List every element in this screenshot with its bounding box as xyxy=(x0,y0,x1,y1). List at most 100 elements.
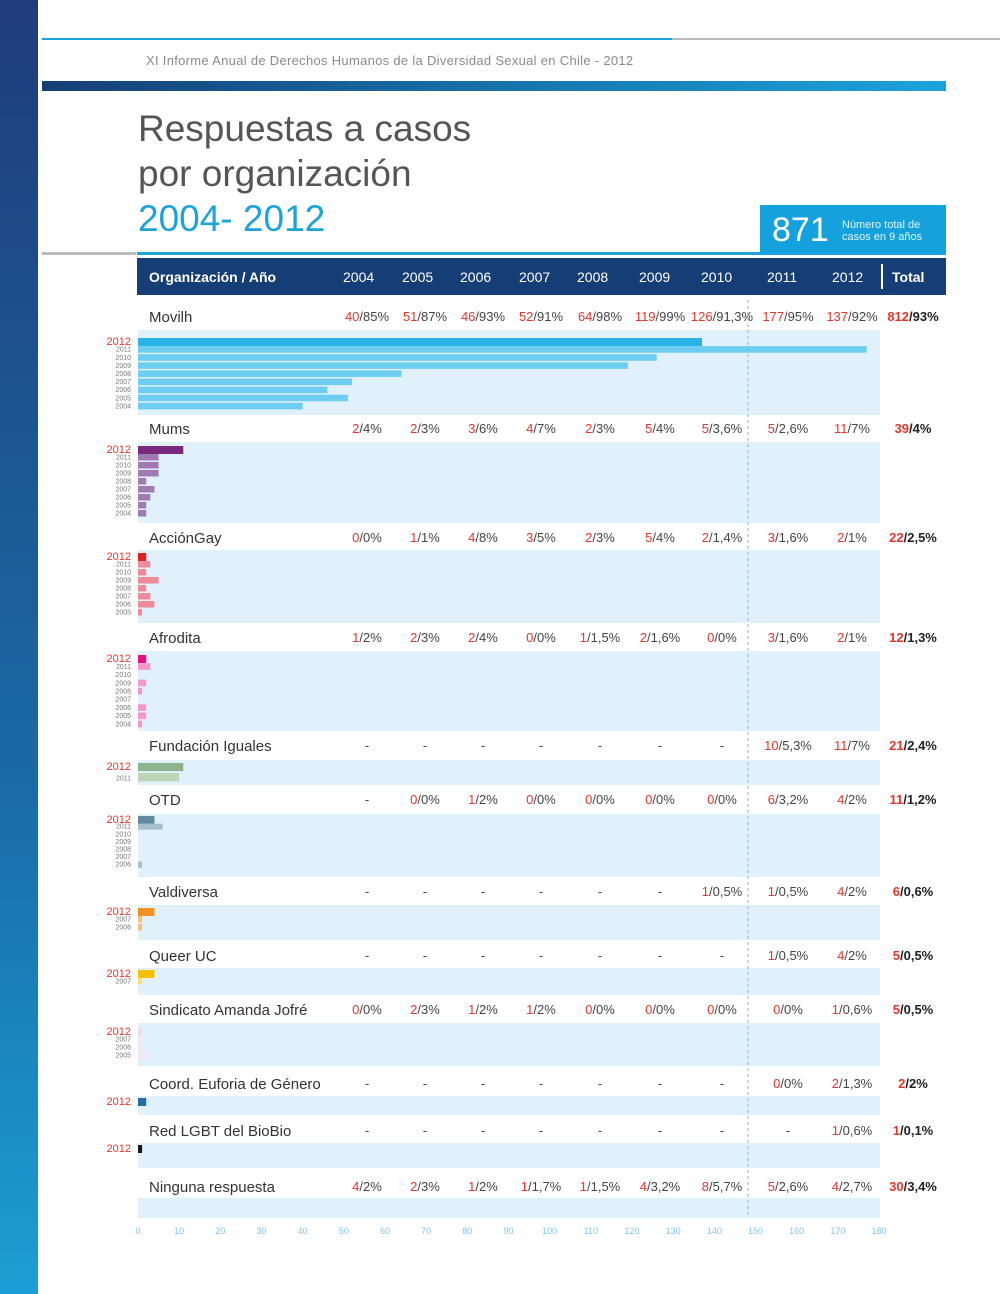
data-label: - xyxy=(423,948,427,963)
org-name: Sindicato Amanda Jofré xyxy=(149,1002,307,1019)
report-title: XI Informe Anual de Derechos Humanos de … xyxy=(146,53,634,68)
bar-2007 xyxy=(138,916,143,923)
year-label: 2011 xyxy=(116,664,131,671)
bar-2008 xyxy=(138,585,147,592)
year-label: 2005 xyxy=(115,713,131,720)
data-label: 2/3% xyxy=(410,1179,440,1194)
bar-2005 xyxy=(138,394,348,402)
year-label: 2006 xyxy=(115,705,131,712)
x-tick-label: 170 xyxy=(830,1226,845,1236)
year-label: 2010 xyxy=(115,672,131,679)
data-label: 1/2% xyxy=(526,1002,556,1017)
x-tick-label: 130 xyxy=(666,1226,681,1236)
org-name: Afrodita xyxy=(149,630,201,647)
data-label: 0/0% xyxy=(585,1002,615,1017)
year-label: 2007 xyxy=(115,854,131,861)
chart-panel xyxy=(138,442,880,523)
title-rule-gray xyxy=(42,252,136,255)
data-label: - xyxy=(720,948,724,963)
total-cases-box: 871 Número total de casos en 9 años xyxy=(760,205,946,253)
total-cases-description: Número total de casos en 9 años xyxy=(842,219,923,243)
bar-2004 xyxy=(138,510,147,517)
bar-2005 xyxy=(138,609,143,616)
x-tick-label: 0 xyxy=(135,1226,140,1236)
bar-2008 xyxy=(138,687,143,695)
chart-panel xyxy=(138,968,880,995)
year-label: 2005 xyxy=(115,503,131,510)
x-tick-label: 70 xyxy=(421,1226,431,1236)
year-label: 2006 xyxy=(115,495,131,502)
year-label: 2012 xyxy=(107,653,131,665)
total-label: 5/0,5% xyxy=(893,1002,934,1017)
header-separator xyxy=(881,264,883,289)
year-label: 2005 xyxy=(115,395,131,402)
data-label: 10/5,3% xyxy=(764,738,812,753)
org-name: OTD xyxy=(149,792,181,809)
year-label: 2008 xyxy=(115,847,131,854)
year-label: 2011 xyxy=(116,455,131,462)
year-label: 2011 xyxy=(116,347,131,354)
header-label: Organización / Año xyxy=(149,269,277,285)
bar-2011 xyxy=(138,773,180,782)
data-label: - xyxy=(720,1123,724,1138)
chart-panel xyxy=(138,651,880,731)
total-label: 1/0,1% xyxy=(893,1123,934,1138)
x-tick-label: 150 xyxy=(748,1226,763,1236)
data-label: 0/0% xyxy=(410,792,440,807)
bar-2012 xyxy=(138,763,184,771)
year-label: 2007 xyxy=(115,594,131,601)
data-label: - xyxy=(658,738,662,753)
bar-2007 xyxy=(138,978,143,985)
data-label: 2/3% xyxy=(585,421,615,436)
year-label: 2008 xyxy=(115,689,131,696)
data-label: - xyxy=(539,948,543,963)
bar-2006 xyxy=(138,924,143,931)
x-tick-label: 140 xyxy=(707,1226,722,1236)
org-name: Coord. Euforia de Género xyxy=(149,1076,321,1093)
year-label: 2007 xyxy=(115,979,131,986)
data-label: 1/1,5% xyxy=(580,630,621,645)
bar-2011 xyxy=(138,561,151,568)
year-label: 2009 xyxy=(115,471,131,478)
top-rule-left xyxy=(42,38,672,40)
sidebar-band xyxy=(0,0,38,1294)
year-label: 2011 xyxy=(116,776,131,783)
org-name: Movilh xyxy=(149,309,192,326)
chart-panel xyxy=(138,1096,880,1115)
year-label: 2007 xyxy=(115,1037,131,1044)
data-label: 5/4% xyxy=(645,421,675,436)
data-label: 4/3,2% xyxy=(640,1179,681,1194)
data-label: 2/1,6% xyxy=(640,630,681,645)
data-label: - xyxy=(658,1076,662,1091)
data-label: 11/7% xyxy=(834,421,870,436)
bar-2007 xyxy=(138,1036,143,1043)
data-label: - xyxy=(720,738,724,753)
org-name: Queer UC xyxy=(149,948,217,965)
data-label: - xyxy=(481,948,485,963)
data-label: 1/0,5% xyxy=(768,884,809,899)
data-label: 2/3% xyxy=(410,630,440,645)
x-tick-label: 160 xyxy=(789,1226,804,1236)
data-label: - xyxy=(365,738,369,753)
data-label: 1/0,5% xyxy=(768,948,809,963)
data-label: 4/2% xyxy=(837,884,867,899)
bar-2009 xyxy=(138,679,147,687)
data-label: 2/3% xyxy=(585,530,615,545)
data-label: 1/1% xyxy=(410,530,440,545)
bar-2008 xyxy=(138,370,402,377)
bar-2012 xyxy=(138,1145,143,1153)
data-label: - xyxy=(365,948,369,963)
data-label: - xyxy=(658,948,662,963)
data-label: 46/93% xyxy=(461,309,506,324)
chart-panel xyxy=(138,1023,880,1066)
data-label: 3/5% xyxy=(526,530,556,545)
year-label: 2009 xyxy=(115,680,131,687)
data-label: 0/0% xyxy=(707,1002,737,1017)
year-label: 2012 xyxy=(107,1143,131,1155)
data-label: 2/1% xyxy=(837,630,867,645)
year-label: 2009 xyxy=(115,839,131,846)
bar-2012 xyxy=(138,1028,143,1036)
year-label: 2007 xyxy=(115,379,131,386)
bar-2011 xyxy=(138,346,867,353)
x-tick-label: 20 xyxy=(215,1226,225,1236)
